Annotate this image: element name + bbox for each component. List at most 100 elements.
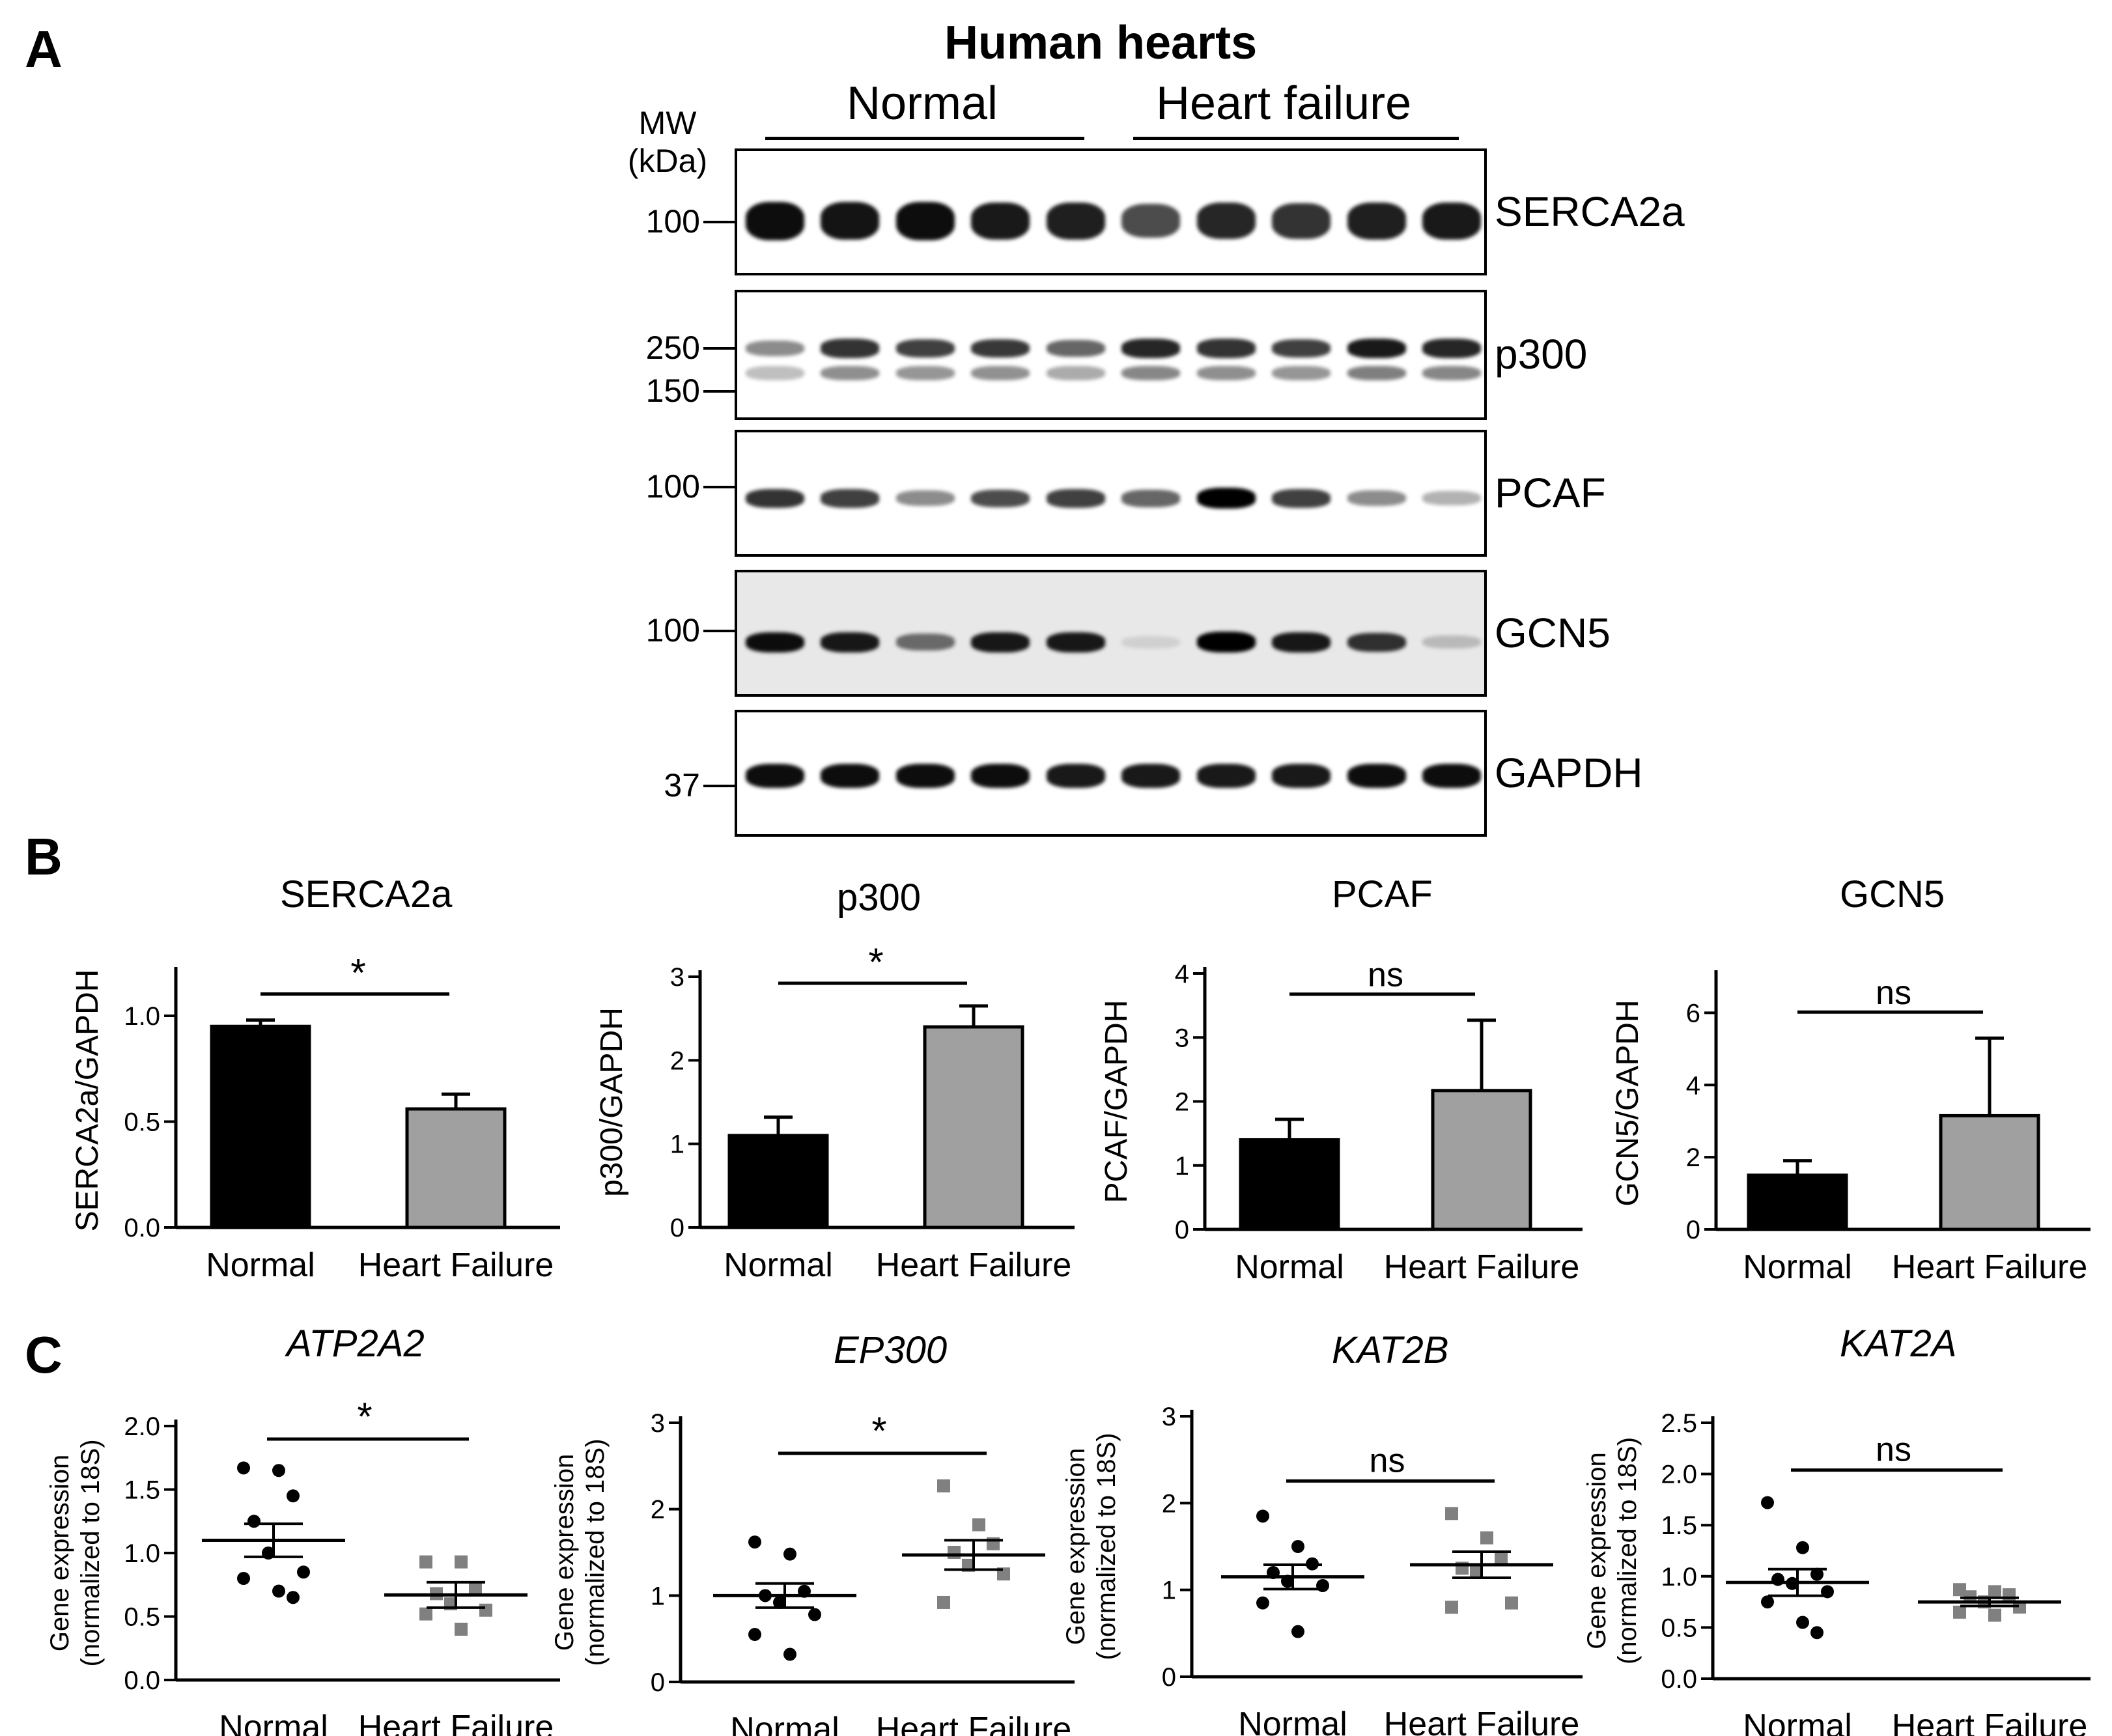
chart8-point-normal <box>1796 1616 1809 1629</box>
blot-pcaf <box>735 430 1487 557</box>
band-gapdh-lane-6 <box>1121 764 1181 788</box>
chart7-point-heart-failure <box>1480 1531 1493 1545</box>
chart8-y-tick-label: 1.5 <box>1661 1511 1697 1540</box>
protein-label-pcaf: PCAF <box>1495 469 1606 516</box>
chart8-y-tick-label: 0.0 <box>1661 1665 1697 1694</box>
chart6-point-normal <box>773 1595 786 1609</box>
chart2-y-tick-label: 3 <box>670 963 684 992</box>
chart2-category-label-heart-failure: Heart Failure <box>876 1246 1072 1284</box>
chart6-y-tick-label: 0 <box>651 1668 665 1697</box>
mw-marker-37: 37 <box>664 767 700 804</box>
chart2-y-axis-label: p300/GAPDH <box>595 1007 629 1197</box>
chart7-point-normal <box>1256 1596 1269 1610</box>
group-label-normal: Normal <box>847 77 998 130</box>
panel-label-c: C <box>25 1326 63 1384</box>
band-gapdh-lane-5 <box>1046 764 1105 788</box>
chart8-category-label-normal: Normal <box>1743 1707 1852 1736</box>
protein-label-serca2a: SERCA2a <box>1495 188 1685 235</box>
chart2-y-tick-label: 2 <box>670 1046 684 1075</box>
band-serca2a-lane-3 <box>895 201 955 240</box>
chart5-point-heart-failure <box>469 1582 482 1595</box>
chart3-category-label-heart-failure: Heart Failure <box>1384 1248 1580 1286</box>
chart4-y-tick-label: 6 <box>1686 999 1700 1028</box>
chart6-point-heart-failure <box>937 1595 950 1609</box>
band-p300-lane-7 <box>1196 365 1256 381</box>
chart7-significance-label: ns <box>1370 1442 1405 1479</box>
chart3-y-axis-label: PCAF/GAPDH <box>1099 1000 1134 1203</box>
title-b-p300: p300 <box>837 876 922 919</box>
chart5-y-tick-label: 1.0 <box>124 1539 160 1568</box>
band-p300-lane-9 <box>1347 338 1406 359</box>
chart4-y-axis-label: GCN5/GAPDH <box>1611 1000 1645 1206</box>
chart4-category-label-normal: Normal <box>1743 1248 1852 1286</box>
chart8-y-axis-label: Gene expression <box>1583 1452 1611 1649</box>
band-serca2a-lane-7 <box>1196 203 1256 240</box>
chart6-point-heart-failure <box>972 1518 985 1532</box>
chart5-y-tick-label: 1.5 <box>124 1476 160 1505</box>
chart5-y-axis-label: Gene expression <box>46 1455 74 1651</box>
mw-marker-250: 250 <box>645 329 700 366</box>
chart5-category-label-heart-failure: Heart Failure <box>358 1709 554 1736</box>
chart3-y-tick-label: 1 <box>1175 1152 1189 1181</box>
chart8-point-heart-failure <box>1988 1585 2001 1599</box>
chart5-y-tick-label: 2.0 <box>124 1412 160 1441</box>
chart8-point-heart-failure <box>2003 1588 2016 1602</box>
band-gcn5-lane-4 <box>971 632 1030 652</box>
chart8-significance-label: ns <box>1876 1431 1911 1469</box>
chart6-point-heart-failure <box>948 1546 961 1559</box>
chart7-point-normal <box>1291 1540 1304 1553</box>
band-serca2a-lane-8 <box>1272 203 1331 239</box>
chart5-y-tick-label: 0.0 <box>124 1666 160 1695</box>
chart8-point-normal <box>1810 1567 1823 1581</box>
band-pcaf-lane-2 <box>821 489 880 508</box>
band-gcn5-lane-6 <box>1121 636 1181 649</box>
chart6-y-tick-label: 1 <box>651 1582 665 1610</box>
chart5-significance-label: * <box>357 1395 372 1438</box>
chart5-point-normal <box>272 1464 285 1477</box>
mw-marker-100: 100 <box>645 611 700 649</box>
chart8-y-tick-label: 2.0 <box>1661 1461 1697 1489</box>
band-pcaf-lane-8 <box>1272 489 1331 508</box>
title-c-kat2b: KAT2B <box>1332 1329 1449 1371</box>
mw-marker-100: 100 <box>645 203 700 240</box>
chart3-y-tick-label: 0 <box>1175 1216 1189 1244</box>
band-p300-lane-2 <box>821 339 880 358</box>
band-p300-lane-4 <box>971 365 1030 381</box>
chart6-y-axis-label: Gene expression <box>550 1454 579 1651</box>
mw-tick-37 <box>703 785 735 787</box>
band-gapdh-lane-1 <box>745 763 804 789</box>
chart1-y-tick-label: 0.0 <box>124 1214 160 1242</box>
chart7-y-tick-label: 1 <box>1162 1576 1176 1605</box>
mw-header: MW (kDa) <box>625 104 710 180</box>
blot-serca2a <box>735 148 1487 275</box>
chart6-significance-label: * <box>871 1409 886 1453</box>
chart5-point-heart-failure <box>419 1555 432 1569</box>
chart8-y-tick-label: 1.0 <box>1661 1563 1697 1591</box>
mw-marker-100: 100 <box>645 468 700 505</box>
title-b-pcaf: PCAF <box>1332 873 1433 916</box>
band-p300-lane-2 <box>821 365 880 381</box>
chart2-category-label-normal: Normal <box>724 1246 833 1284</box>
panel-label-b: B <box>25 828 63 886</box>
band-serca2a-lane-1 <box>745 201 804 240</box>
chart6-y-tick-label: 2 <box>651 1496 665 1524</box>
band-p300-lane-8 <box>1272 365 1331 381</box>
mw-tick-100 <box>703 221 735 224</box>
band-gapdh-lane-7 <box>1196 764 1256 788</box>
chart7-point-heart-failure <box>1470 1566 1483 1579</box>
chart5-y-axis-label-2: (normalized to 18S) <box>76 1439 105 1666</box>
group-bracket-normal <box>765 137 1084 140</box>
title-c-atp2a2: ATP2A2 <box>287 1323 425 1365</box>
chart4-y-tick-label: 2 <box>1686 1143 1700 1172</box>
chart7-y-tick-label: 2 <box>1162 1489 1176 1518</box>
chart4-category-label-heart-failure: Heart Failure <box>1892 1248 2088 1286</box>
title-b-gcn5: GCN5 <box>1840 873 1945 916</box>
chart7-y-tick-label: 0 <box>1162 1663 1176 1692</box>
chart6-y-tick-label: 3 <box>651 1409 665 1438</box>
band-pcaf-lane-9 <box>1347 490 1406 507</box>
chart4-y-tick-label: 0 <box>1686 1216 1700 1244</box>
band-p300-lane-6 <box>1121 365 1181 381</box>
chart1-bar-heart-failure <box>405 1107 507 1229</box>
band-p300-lane-5 <box>1046 339 1105 357</box>
chart6-category-label-heart-failure: Heart Failure <box>876 1711 1072 1736</box>
